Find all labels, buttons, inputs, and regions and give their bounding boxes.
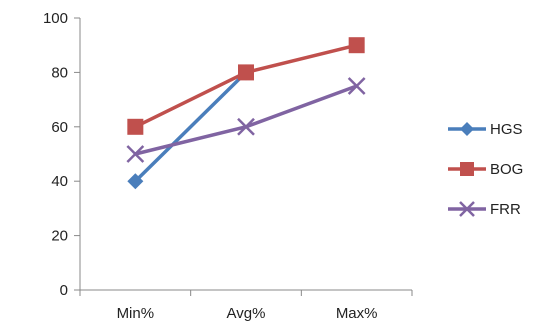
y-tick-label: 100 [43,10,68,27]
y-tick-label: 80 [51,64,68,81]
y-tick-label: 20 [51,228,68,245]
data-point-x [347,77,366,95]
x-tick-label: Avg% [227,305,266,322]
legend: HGS BOG FRR [448,121,523,218]
legend-label: FRR [490,201,521,218]
y-tick-label: 40 [51,173,68,190]
legend-item-bog: BOG [448,161,523,178]
x-axis-ticks: Min% Avg% Max% [79,290,413,322]
series-line-hgs [134,71,248,183]
data-point-x [459,201,475,217]
series-line-bog [134,43,358,129]
markers-frr [126,77,366,163]
series-hgs [134,71,248,183]
legend-item-hgs: HGS [448,121,523,138]
x-tick-label: Max% [336,305,378,322]
y-axis-ticks: 0 20 40 60 80 100 [43,10,80,299]
series-layer [126,37,366,190]
data-point-square [127,118,144,135]
series-bog [134,43,358,129]
data-point-square [348,37,365,54]
y-tick-label: 60 [51,119,68,136]
legend-item-frr: FRR [448,201,521,218]
data-point-square [238,64,254,81]
markers-bog [127,37,365,135]
y-tick-label: 0 [60,282,68,299]
data-point-diamond [127,173,144,190]
data-point-x [126,145,145,163]
series-frr [134,84,358,156]
series-line-frr [134,84,358,156]
data-point-square [460,162,474,176]
legend-label: HGS [490,121,523,138]
legend-label: BOG [490,161,523,178]
data-point-x [237,117,255,136]
x-tick-label: Min% [117,305,155,322]
data-point-diamond [460,122,474,136]
